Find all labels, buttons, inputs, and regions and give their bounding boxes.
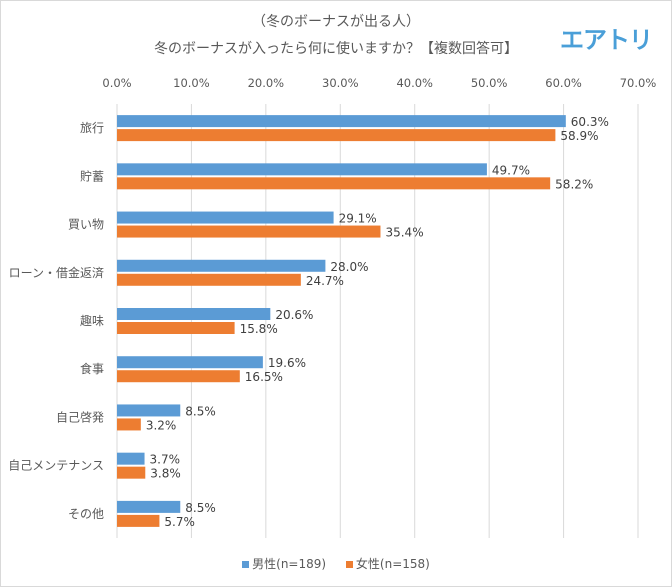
bar-female	[117, 129, 556, 142]
data-label: 8.5%	[185, 501, 216, 515]
legend-item-female: 女性(n=158)	[345, 555, 430, 572]
x-tick-label: 20.0%	[248, 76, 285, 90]
data-label: 19.6%	[268, 356, 306, 370]
brand-logo: エアトリ	[560, 26, 653, 54]
x-tick-label: 60.0%	[545, 76, 582, 90]
bars	[117, 115, 566, 527]
data-label: 29.1%	[339, 212, 377, 226]
bar-male	[117, 259, 326, 272]
category-label: 自己啓発	[56, 409, 104, 424]
legend-item-male: 男性(n=189)	[242, 555, 326, 572]
bar-male	[117, 500, 181, 513]
x-tick-label: 0.0%	[102, 76, 131, 90]
data-label: 20.6%	[275, 308, 313, 322]
bar-female	[117, 273, 301, 286]
category-label: 旅行	[80, 121, 104, 135]
chart-subtitle: 冬のボーナスが入ったら何に使いますか？【複数回答可】	[154, 41, 518, 57]
legend-swatch-female	[345, 561, 353, 568]
bar-female	[117, 370, 240, 383]
data-label: 58.9%	[560, 129, 598, 143]
x-tick-label: 30.0%	[322, 76, 359, 90]
category-label: その他	[68, 507, 104, 521]
data-label: 60.3%	[571, 115, 609, 129]
bar-male	[117, 163, 487, 176]
category-label: 食事	[80, 361, 104, 376]
data-labels: 60.3%58.9% 49.7% 58.2% 29.1% 35.4% 28.0%24.7%…	[146, 115, 609, 529]
bar-male	[117, 356, 263, 369]
category-label: 趣味	[80, 313, 104, 328]
data-label: 3.8%	[150, 467, 181, 481]
chart-title: （冬のボーナスが出る人）	[252, 14, 420, 30]
category-label: 貯蓄	[80, 169, 104, 183]
x-tick-label: 10.0%	[173, 76, 210, 90]
data-label: 35.4%	[385, 226, 423, 240]
x-tick-label: 40.0%	[396, 76, 433, 90]
bar-female	[117, 225, 381, 238]
legend-swatch-male	[242, 561, 250, 568]
data-label: 16.5%	[245, 370, 283, 384]
data-label: 28.0%	[330, 260, 368, 274]
legend-label-female: 女性(n=158)	[355, 557, 430, 571]
bar-female	[117, 418, 141, 431]
bar-male	[117, 404, 181, 417]
bar-male	[117, 115, 566, 128]
category-label: 買い物	[68, 218, 104, 232]
data-label: 3.2%	[146, 418, 177, 432]
legend-label-male: 男性(n=189)	[252, 557, 327, 571]
legend: 男性(n=189) 女性(n=158)	[0, 555, 672, 572]
x-tick-label: 50.0%	[471, 76, 508, 90]
data-label: 58.2%	[555, 177, 593, 191]
data-label: 3.7%	[150, 453, 181, 467]
x-axis-ticks: 0.0% 10.0% 20.0% 30.0% 40.0% 50.0% 60.0% 70.0%	[102, 76, 656, 90]
bar-female	[117, 466, 146, 479]
bar-female	[117, 514, 160, 527]
category-label: 自己メンテナンス	[8, 459, 104, 473]
bar-female	[117, 177, 551, 190]
bar-male	[117, 308, 271, 320]
data-label: 8.5%	[185, 404, 216, 418]
data-label: 24.7%	[306, 274, 344, 288]
bar-male	[117, 452, 145, 465]
gridlines	[116, 104, 639, 538]
category-label: ローン・借金返済	[9, 265, 104, 280]
bar-male	[117, 211, 334, 224]
bar-female	[117, 322, 235, 334]
data-label: 49.7%	[492, 163, 530, 177]
data-label: 15.8%	[240, 322, 278, 336]
x-tick-label: 70.0%	[620, 76, 657, 90]
data-label: 5.7%	[164, 515, 195, 529]
